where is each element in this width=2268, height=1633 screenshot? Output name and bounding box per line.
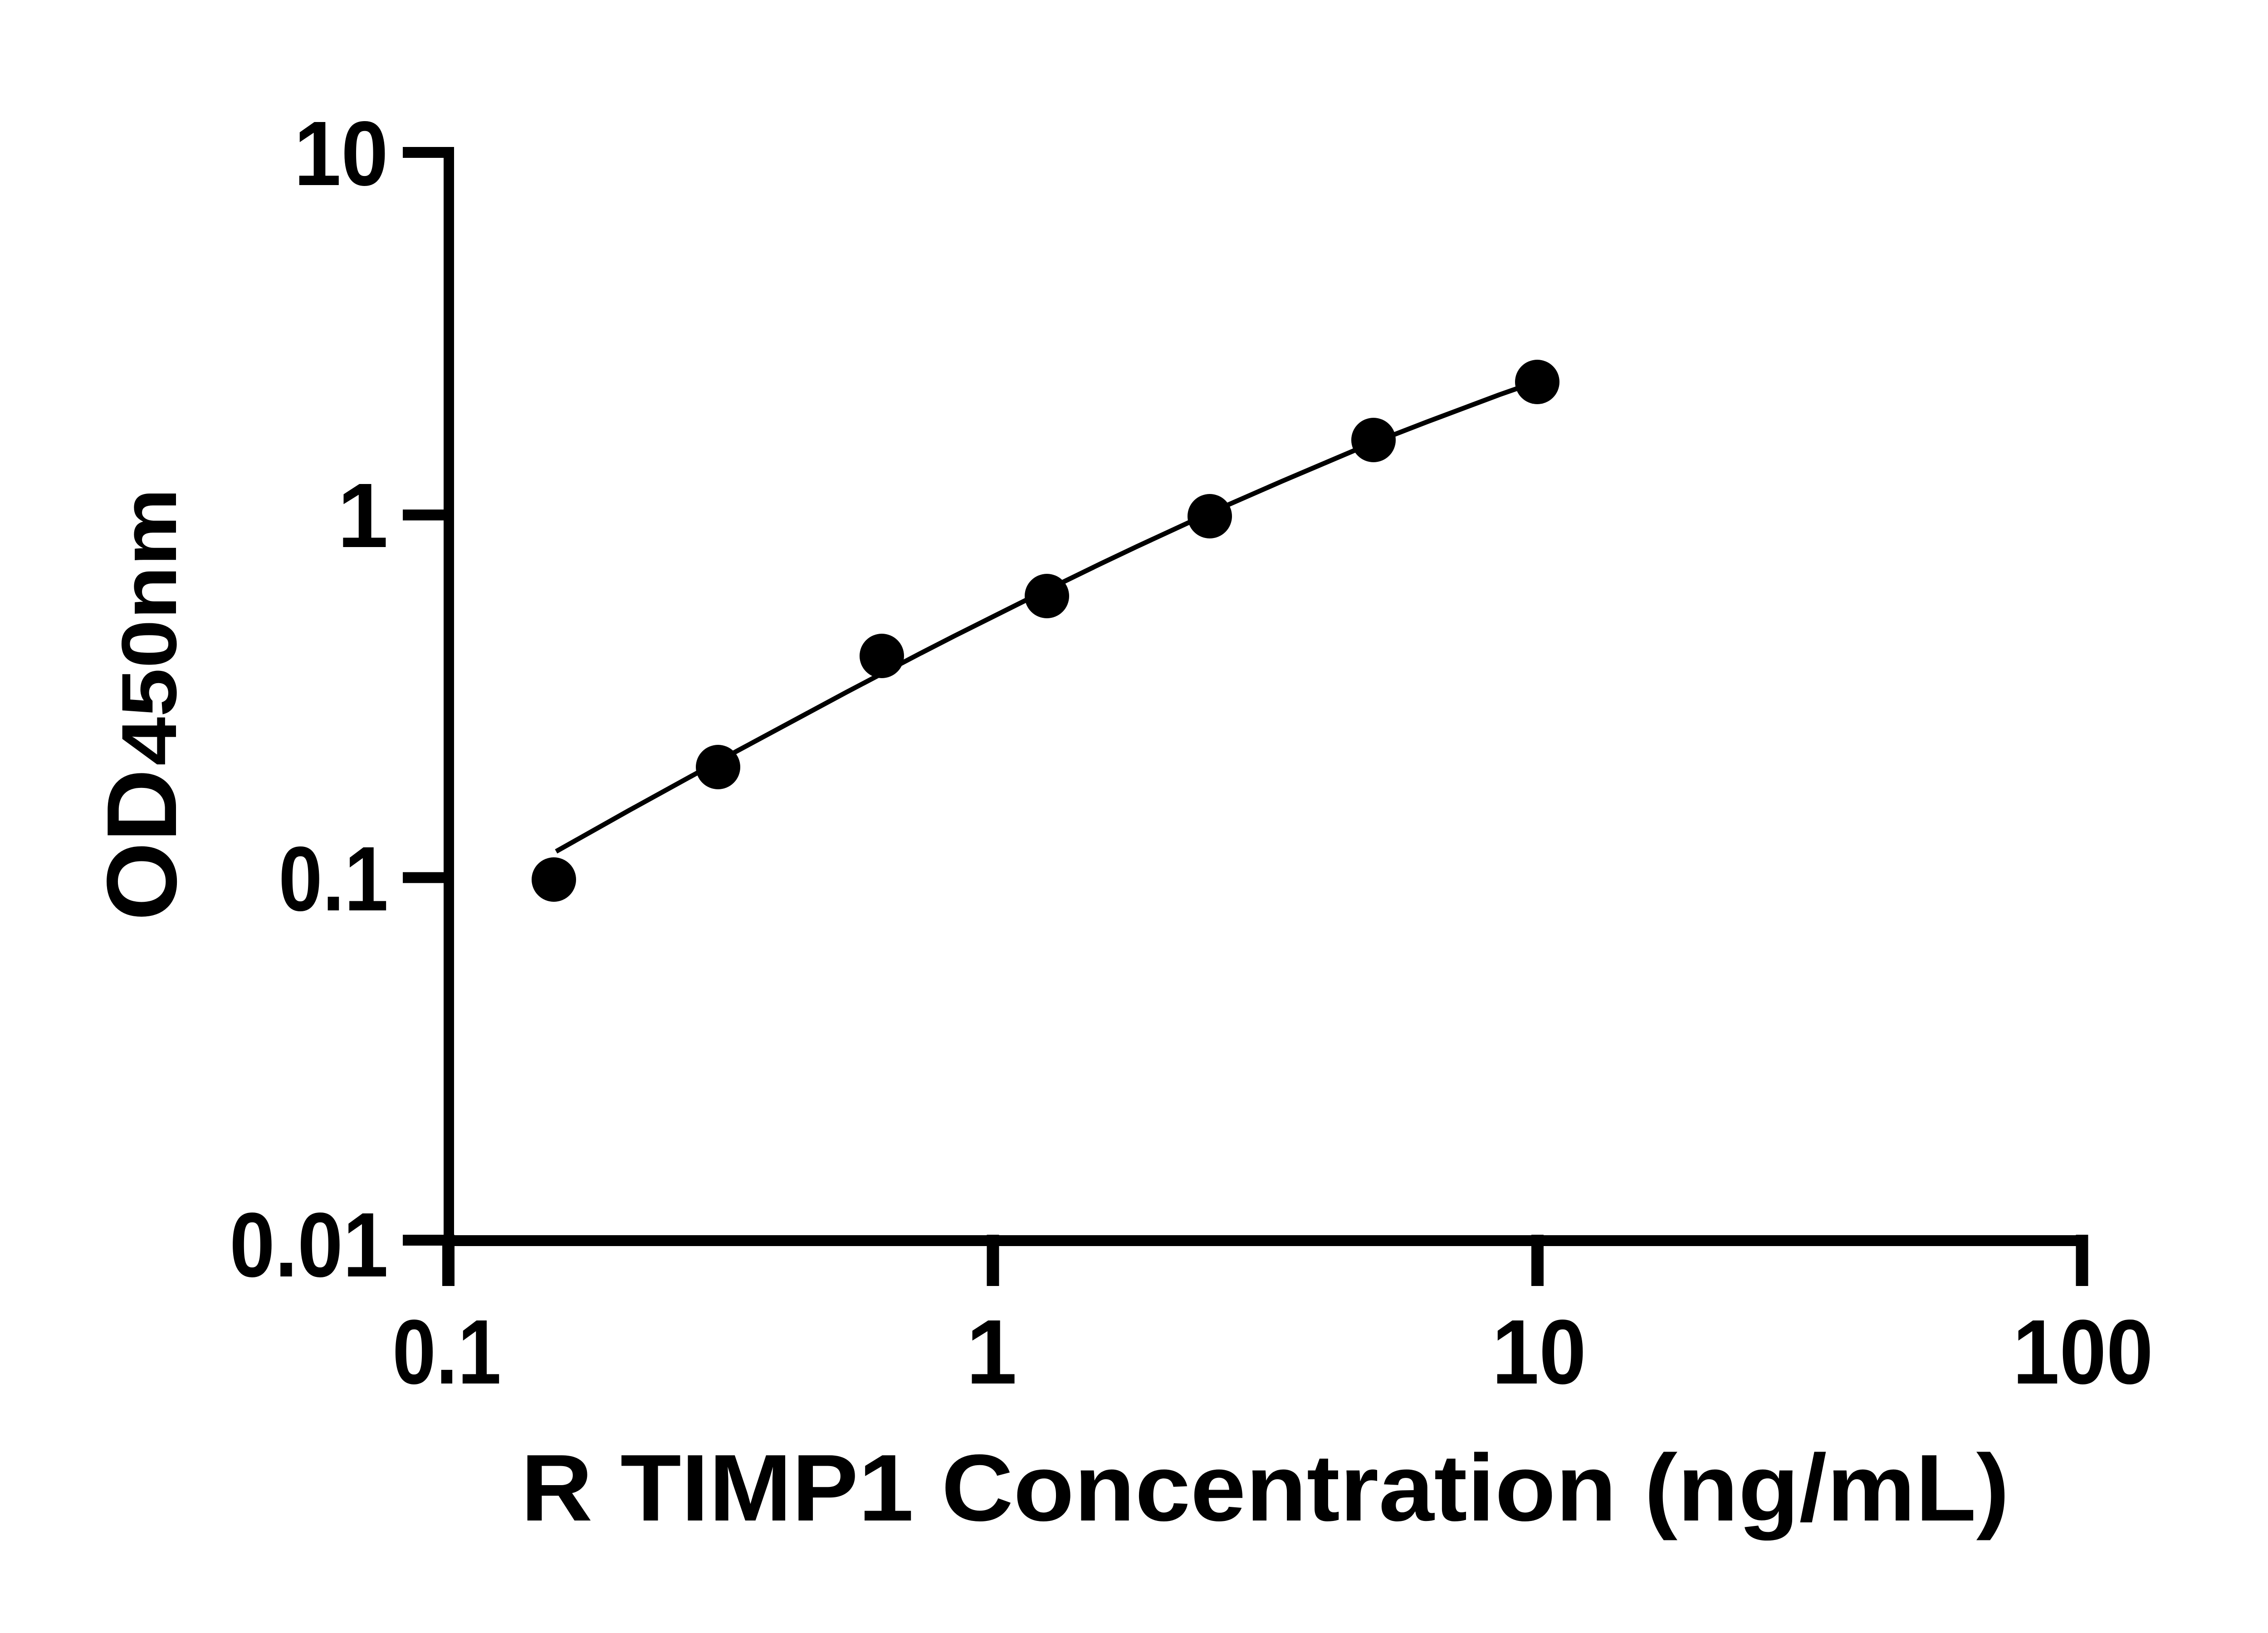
svg-text:R TIMP1 Concentration (ng/mL): R TIMP1 Concentration (ng/mL) xyxy=(521,1435,2009,1541)
svg-text:10: 10 xyxy=(294,102,388,205)
svg-text:OD: OD xyxy=(87,769,197,921)
svg-text:10: 10 xyxy=(1492,1301,1586,1403)
svg-text:1: 1 xyxy=(337,464,388,567)
svg-text:0.01: 0.01 xyxy=(230,1193,388,1296)
svg-text:100: 100 xyxy=(2013,1301,2153,1403)
svg-text:0.1: 0.1 xyxy=(279,827,388,930)
svg-text:0.1: 0.1 xyxy=(392,1301,501,1403)
svg-text:450nm: 450nm xyxy=(106,488,193,766)
svg-text:1: 1 xyxy=(966,1301,1017,1403)
